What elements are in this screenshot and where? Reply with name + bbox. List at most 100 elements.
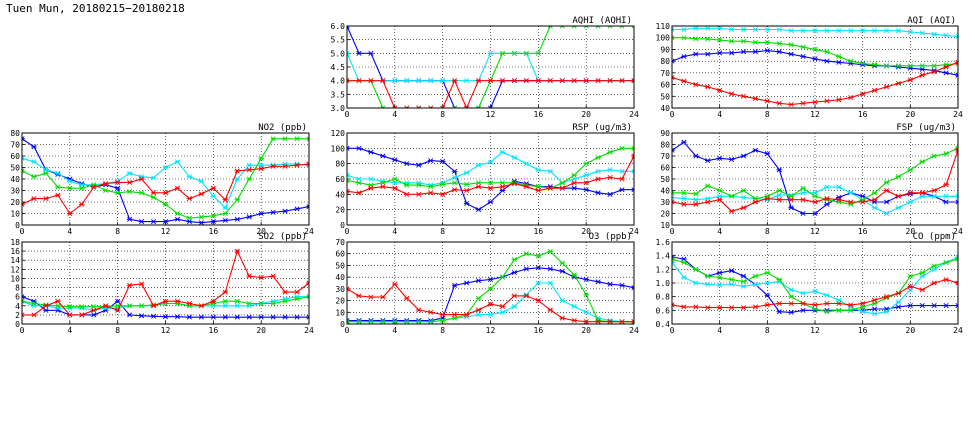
data-point [595,26,601,29]
data-point [415,105,422,108]
data-point [403,319,410,324]
data-point [306,204,309,210]
y-tick-label: 1.2 [656,265,671,274]
x-tick-label: 0 [20,326,25,335]
data-point [547,307,554,313]
data-point [693,51,699,57]
data-point [535,50,542,56]
data-point [607,78,613,84]
data-point [919,72,926,78]
data-point [162,190,169,196]
data-point [415,162,422,168]
x-tick-label: 20 [906,326,916,335]
data-point [919,270,926,276]
data-point [356,176,362,182]
data-point [955,72,958,78]
data-point [174,314,181,320]
data-point [824,98,830,104]
y-tick-label: 1.4 [656,252,671,261]
data-point [499,149,506,155]
data-point [222,217,229,223]
data-point [114,307,121,313]
data-point [463,78,470,84]
data-point [716,282,723,288]
data-point [559,260,566,266]
data-point [836,97,842,103]
data-point [258,166,264,172]
x-tick-label: 24 [629,326,639,335]
data-point [234,248,241,254]
data-point [380,294,386,300]
data-point [392,105,398,108]
data-point [836,307,842,313]
data-point [392,180,398,186]
data-point [895,63,902,69]
data-point [571,185,578,191]
data-point [931,153,937,159]
data-point [776,277,783,283]
plot-frame [346,132,635,226]
data-point [955,34,958,40]
data-point [186,174,193,180]
data-point [234,298,241,304]
data-point [931,263,937,269]
data-point [943,32,949,38]
data-point [356,180,362,186]
data-point [198,191,205,197]
chart-title: AQHI (AQHI) [572,16,632,26]
data-point [728,268,735,274]
data-point [931,31,937,37]
data-point [258,275,264,281]
data-point [672,58,675,64]
x-tick-label: 20 [581,227,591,236]
data-point [788,300,794,307]
data-point [499,303,506,309]
data-point [907,283,914,289]
y-tick-label: 70 [660,152,670,161]
data-point [270,209,276,215]
data-point [752,26,759,33]
data-point [607,149,613,155]
y-tick-label: 0.6 [656,306,671,315]
data-point [427,78,434,84]
chart-title: RSP (ug/m3) [572,123,632,133]
data-point [547,266,554,272]
data-point [871,190,878,196]
data-point [347,188,350,194]
x-tick-label: 12 [486,227,496,236]
data-point [368,50,374,56]
data-point [681,53,687,59]
data-point [403,191,410,197]
y-tick-label: 2 [15,311,20,320]
data-point [631,187,634,193]
data-point [824,201,830,207]
chart-title: AQI (AQI) [907,16,956,26]
data-point [126,179,133,185]
data-point [704,183,711,189]
data-point [788,42,794,48]
data-point [955,193,958,199]
data-point [800,185,806,191]
data-point [859,309,866,315]
data-point [812,56,818,62]
data-point [812,288,818,294]
data-point [693,201,699,207]
data-point [294,162,300,168]
data-point [511,293,518,299]
data-point [740,26,747,33]
y-tick-label: 40 [335,273,345,282]
data-point [672,35,675,41]
data-point [162,219,169,225]
data-point [883,179,890,185]
data-point [535,265,542,271]
plot-frame [21,132,310,226]
y-tick-label: 100 [331,144,346,153]
chart-fsp: FSP (ug/m3) 10 20 30 40 50 60 70 80 90 0 4 8 12 16 20 24 [660,123,963,236]
data-point [883,309,890,315]
data-point [824,28,830,34]
data-point [824,196,830,202]
data-point [22,136,25,142]
data-point [619,282,625,288]
data-point [222,298,229,304]
data-point [126,216,133,222]
